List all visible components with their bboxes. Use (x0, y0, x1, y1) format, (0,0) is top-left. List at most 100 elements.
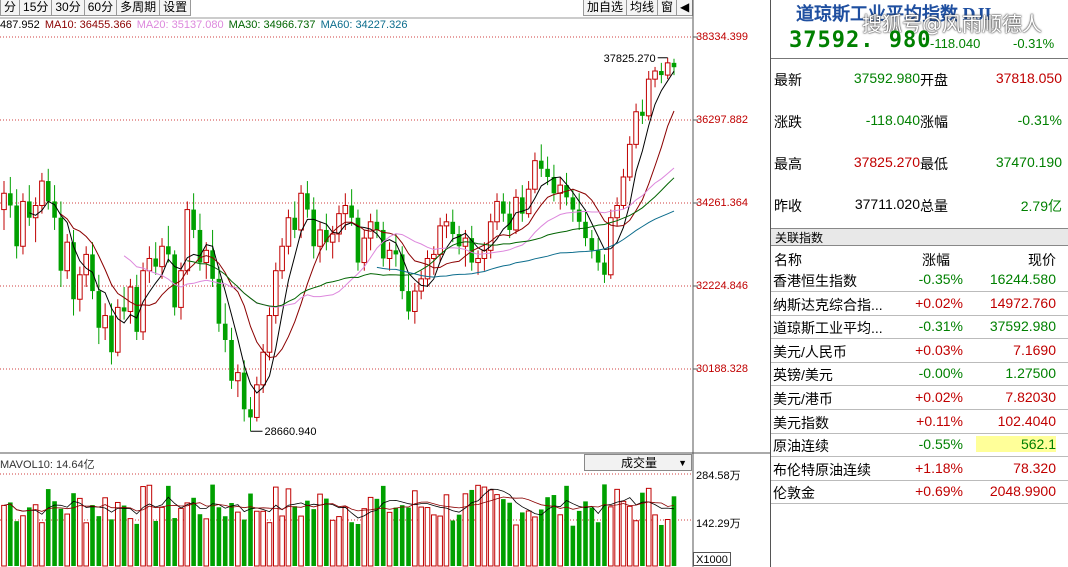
related-index-row[interactable]: 美元/人民币 +0.03% 7.1690 (771, 339, 1068, 363)
volume-bar (469, 489, 475, 566)
volume-bar (342, 506, 349, 567)
volume-bar (311, 509, 317, 566)
candle-body (406, 291, 411, 312)
related-index-row[interactable]: 原油连续 -0.55% 562.1 (771, 433, 1068, 458)
volume-bar (349, 522, 354, 566)
volume-bar (538, 509, 544, 566)
volume-bar (324, 498, 329, 566)
candle-body (520, 197, 525, 214)
volume-bar (481, 486, 488, 567)
volume-bar (216, 507, 222, 566)
volume-bar (134, 523, 140, 566)
related-index-name: 布伦特原油连续 (773, 461, 871, 478)
tab-period-4[interactable]: 多周期 (116, 0, 161, 16)
candle-body (134, 287, 140, 332)
volume-bar (235, 511, 241, 567)
candle-body (166, 246, 171, 255)
tool-button-1[interactable]: 均线 (626, 0, 659, 16)
change-value: -118.040 (930, 36, 981, 51)
candle-body (178, 270, 184, 308)
candle-body (26, 201, 32, 218)
tab-period-2[interactable]: 30分 (51, 0, 85, 16)
quote-row: 最高 37825.270 最低 37470.190 (774, 154, 1068, 178)
candle-body (361, 237, 368, 264)
candle-body (336, 213, 342, 235)
col-name: 名称 (774, 252, 802, 268)
volume-bar (520, 512, 525, 566)
candle-body (349, 205, 354, 218)
y-tick-label: 30188.328 (696, 363, 748, 375)
low-annotation: 28660.940 (265, 426, 317, 438)
volume-bar (254, 510, 260, 567)
related-index-name: 英镑/美元 (773, 367, 833, 384)
candle-body (386, 249, 393, 259)
volume-bar (77, 497, 83, 567)
tab-period-0[interactable]: 分 (0, 0, 21, 16)
volume-bar (14, 521, 19, 566)
volume-bar (443, 494, 450, 567)
volume-bar (557, 514, 564, 567)
volume-bar (166, 485, 171, 566)
quote-label: 昨收 (774, 198, 802, 214)
related-index-row[interactable]: 美元指数 +0.11% 102.4040 (771, 410, 1068, 434)
volume-bar (222, 516, 228, 566)
quote-value: 37711.020 (854, 196, 920, 212)
volume-bar (494, 494, 500, 567)
volume-bar (39, 522, 45, 567)
candle-body (114, 306, 121, 353)
candle-body (159, 245, 165, 268)
related-index-change: -0.35% (918, 271, 963, 287)
candle-body (450, 221, 456, 235)
volume-selector[interactable]: 成交量 ▼ (584, 454, 692, 471)
candle-body (298, 192, 304, 231)
volume-bar (664, 519, 671, 567)
candle-body (153, 258, 158, 267)
volume-bar (178, 507, 184, 567)
related-index-row[interactable]: 伦敦金 +0.69% 2048.9900 (771, 480, 1068, 505)
related-index-price: 7.82030 (1005, 389, 1056, 405)
candle-body (525, 188, 532, 215)
volume-bar (71, 493, 76, 566)
quote-label: 开盘 (920, 72, 948, 88)
related-index-change: +0.03% (915, 341, 963, 358)
volume-bar (248, 493, 253, 566)
volume-bar (487, 489, 494, 567)
related-index-row[interactable]: 布伦特原油连续 +1.18% 78.320 (771, 457, 1068, 481)
related-index-row[interactable]: 香港恒生指数 -0.35% 16244.580 (771, 268, 1068, 292)
related-index-change: +0.02% (915, 389, 963, 405)
quote-value: 37825.270 (853, 154, 920, 170)
candle-body (83, 253, 89, 276)
volume-bar (32, 504, 39, 567)
volume-bar (52, 501, 57, 566)
candle-body (248, 409, 253, 418)
candle-body (507, 213, 512, 230)
candle-body (216, 278, 222, 324)
volume-bar (614, 488, 620, 567)
chart-tools: 加自选 均线窗 ◀ (583, 0, 694, 16)
related-index-price: 14972.760 (989, 294, 1056, 311)
volume-bar (127, 518, 134, 567)
col-price: 现价 (1028, 252, 1056, 268)
ma60-value: MA60: 34227.326 (320, 19, 408, 31)
volume-bar (1, 504, 7, 567)
candle-body (20, 200, 26, 247)
related-index-row[interactable]: 纳斯达克综合指... +0.02% 14972.760 (771, 292, 1068, 316)
candle-body (443, 221, 450, 227)
tool-button-0[interactable]: 加自选 (583, 0, 628, 16)
related-index-price: 78.320 (1013, 459, 1056, 476)
related-index-row[interactable]: 道琼斯工业平均... -0.31% 37592.980 (771, 315, 1068, 340)
related-index-change: -0.55% (918, 436, 963, 453)
volume-bar (355, 523, 361, 566)
tab-period-5[interactable]: 设置 (159, 0, 192, 16)
volume-bar (272, 486, 279, 567)
volume-bar (172, 518, 177, 566)
candle-body (241, 372, 247, 410)
volume-bar (406, 507, 411, 566)
candle-body (431, 253, 437, 259)
related-index-price: 1.27500 (1005, 365, 1056, 382)
candle-body (538, 160, 544, 169)
ma5-value: 487.952 (0, 19, 40, 31)
related-index-row[interactable]: 美元/港币 +0.02% 7.82030 (771, 386, 1068, 410)
related-index-row[interactable]: 英镑/美元 -0.00% 1.27500 (771, 362, 1068, 387)
last-price: 37592. 980 (789, 28, 932, 53)
